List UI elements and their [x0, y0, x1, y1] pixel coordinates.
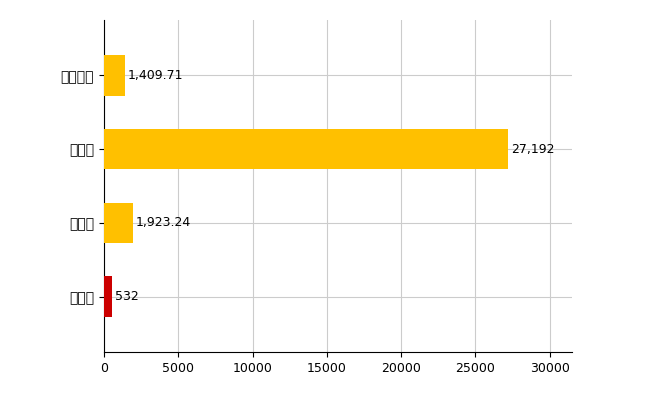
Text: 1,409.71: 1,409.71: [127, 69, 183, 82]
Bar: [104, 276, 112, 317]
Text: 27,192: 27,192: [511, 143, 554, 156]
Text: 1,923.24: 1,923.24: [135, 216, 190, 229]
Bar: [104, 129, 508, 170]
Bar: [104, 203, 133, 243]
Text: 532: 532: [114, 290, 138, 303]
Bar: [104, 55, 125, 96]
